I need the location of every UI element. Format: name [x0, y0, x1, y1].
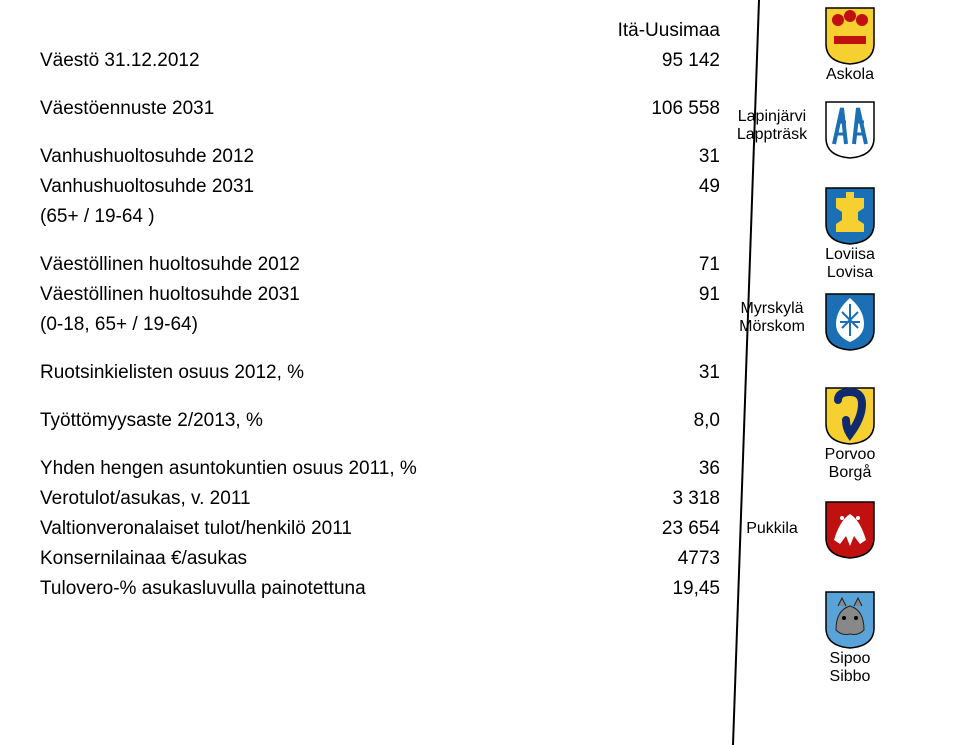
lapinjarvi-coat-of-arms-icon: [824, 100, 876, 160]
stat-label: Yhden hengen asuntokuntien osuus 2011, %: [40, 458, 600, 480]
stat-value: 49: [600, 176, 720, 198]
stat-label: Verotulot/asukas, v. 2011: [40, 488, 600, 510]
stat-value: 71: [600, 254, 720, 276]
stat-row: Vanhushuoltosuhde 2031 49: [40, 176, 720, 198]
stat-row: (0-18, 65+ / 19-64): [40, 314, 720, 336]
myrskyla-shield: [760, 292, 940, 352]
pukkila-coat-of-arms-icon: [824, 500, 876, 560]
myrskyla-coat-of-arms-icon: [824, 292, 876, 352]
stat-row: Verotulot/asukas, v. 2011 3 318: [40, 488, 720, 510]
pukkila-shield: [760, 500, 940, 560]
stat-label: Vanhushuoltosuhde 2012: [40, 146, 600, 168]
stat-value: 23 654: [600, 518, 720, 540]
stat-value: 91: [600, 284, 720, 306]
stat-label: (65+ / 19-64 ): [40, 206, 600, 228]
stat-label: (0-18, 65+ / 19-64): [40, 314, 600, 336]
municipality-label: Sibbo: [830, 668, 871, 686]
stat-row: Konsernilainaa €/asukas 4773: [40, 548, 720, 570]
stat-value: 3 318: [600, 488, 720, 510]
stat-value: 4773: [600, 548, 720, 570]
stat-row: Yhden hengen asuntokuntien osuus 2011, %…: [40, 458, 720, 480]
stat-value: 31: [600, 362, 720, 384]
stat-row: Vanhushuoltosuhde 2012 31: [40, 146, 720, 168]
stat-value: 8,0: [600, 410, 720, 432]
stat-value: [600, 314, 720, 336]
stat-label: Ruotsinkielisten osuus 2012, %: [40, 362, 600, 384]
stat-label: Valtionveronalaiset tulot/henkilö 2011: [40, 518, 600, 540]
stat-value: 36: [600, 458, 720, 480]
stat-row: Väestöllinen huoltosuhde 2031 91: [40, 284, 720, 306]
stat-label: Väestöennuste 2031: [40, 98, 600, 120]
stats-block: Itä-Uusimaa Väestö 31.12.2012 95 142 Väe…: [40, 20, 720, 608]
stat-row: Ruotsinkielisten osuus 2012, % 31: [40, 362, 720, 384]
municipality-label: Sipoo: [830, 650, 871, 668]
stat-row: Valtionveronalaiset tulot/henkilö 2011 2…: [40, 518, 720, 540]
stat-value: 19,45: [600, 578, 720, 600]
stat-label: Vanhushuoltosuhde 2031: [40, 176, 600, 198]
stat-value: 106 558: [600, 98, 720, 120]
municipality-sidebar: Askola Lapinjärvi Lappträsk Loviisa Lovi…: [760, 0, 940, 745]
stat-row: Tulovero-% asukasluvulla painotettuna 19…: [40, 578, 720, 600]
loviisa-coat-of-arms-icon: [824, 186, 876, 246]
municipality-label: Loviisa: [825, 246, 875, 264]
stat-label: Väestö 31.12.2012: [40, 50, 600, 72]
askola-coat-of-arms-icon: [824, 6, 876, 66]
stat-row: Väestöllinen huoltosuhde 2012 71: [40, 254, 720, 276]
municipality-loviisa: Loviisa Lovisa: [760, 186, 940, 281]
stat-value: 95 142: [600, 50, 720, 72]
stat-row: (65+ / 19-64 ): [40, 206, 720, 228]
stat-value: 31: [600, 146, 720, 168]
sipoo-coat-of-arms-icon: [824, 590, 876, 650]
municipality-label: Lovisa: [827, 264, 873, 282]
stat-label: Konsernilainaa €/asukas: [40, 548, 600, 570]
municipality-label: Borgå: [829, 464, 872, 482]
stat-label: Tulovero-% asukasluvulla painotettuna: [40, 578, 600, 600]
stat-label: Työttömyysaste 2/2013, %: [40, 410, 600, 432]
municipality-porvoo: Porvoo Borgå: [760, 386, 940, 481]
stat-row: Väestöennuste 2031 106 558: [40, 98, 720, 120]
porvoo-coat-of-arms-icon: [824, 386, 876, 446]
municipality-label: Porvoo: [825, 446, 876, 464]
region-title: Itä-Uusimaa: [40, 20, 720, 42]
lapinjarvi-shield: [760, 100, 940, 160]
municipality-label: Askola: [826, 66, 874, 84]
municipality-sipoo: Sipoo Sibbo: [760, 590, 940, 685]
stat-value: [600, 206, 720, 228]
stat-row: Työttömyysaste 2/2013, % 8,0: [40, 410, 720, 432]
stat-row: Väestö 31.12.2012 95 142: [40, 50, 720, 72]
stat-label: Väestöllinen huoltosuhde 2031: [40, 284, 600, 306]
stat-label: Väestöllinen huoltosuhde 2012: [40, 254, 600, 276]
municipality-askola: Askola: [760, 6, 940, 84]
